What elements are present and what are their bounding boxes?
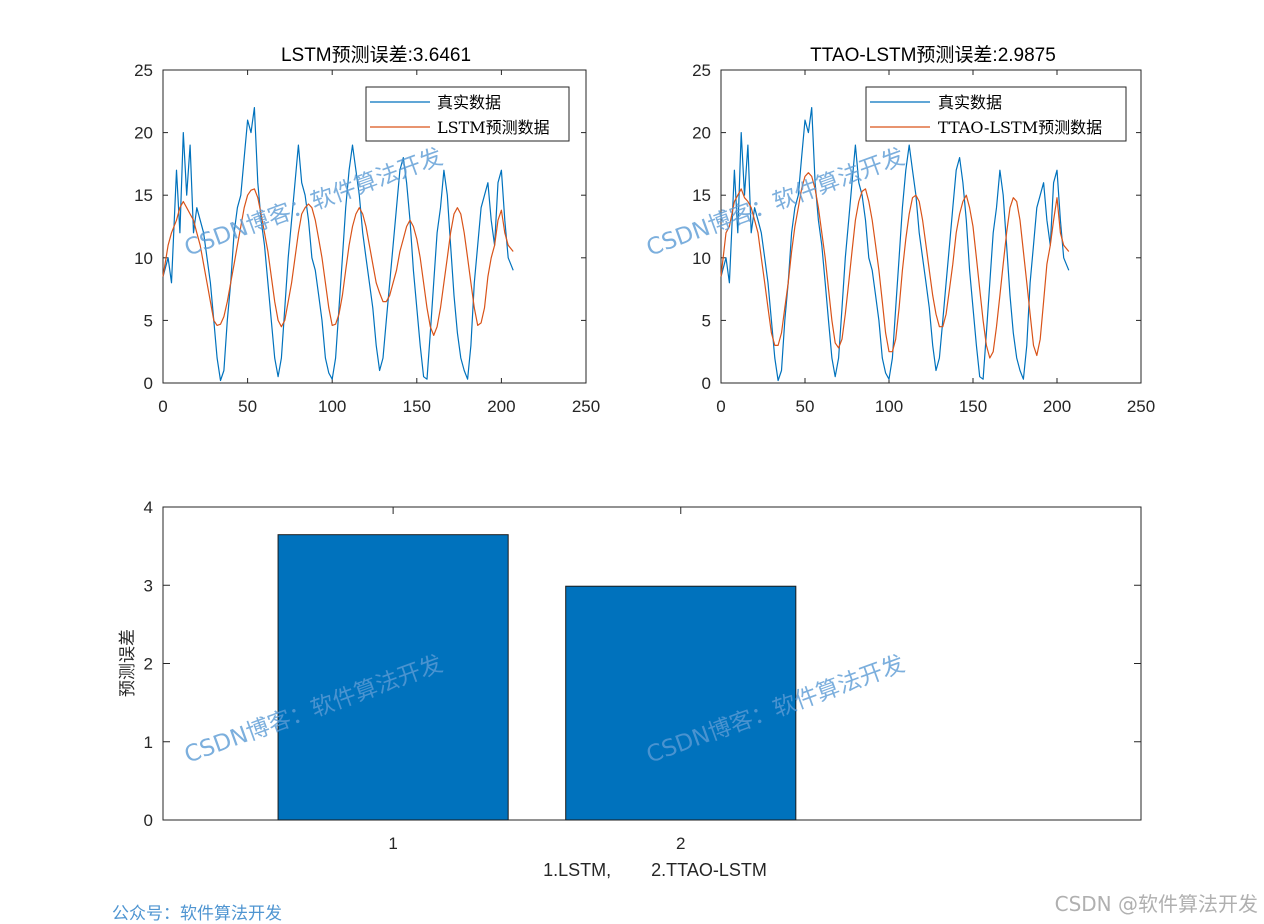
y-tick-label: 25 [692, 61, 711, 80]
x-tick-label: 0 [158, 397, 167, 416]
y-tick-label: 10 [692, 249, 711, 268]
x-tick-label: 200 [1043, 397, 1071, 416]
x-tick-label: 250 [572, 397, 600, 416]
y-tick-label: 20 [692, 124, 711, 143]
y-tick-label: 15 [134, 186, 153, 205]
subplot-lstm: LSTM预测误差:3.6461 0 50 100 150 200 250 0 5 10 15 20 2… [134, 44, 600, 416]
series-line-prediction [162, 188, 514, 336]
y-tick-label: 0 [702, 374, 711, 393]
x-tick-label: 100 [875, 397, 903, 416]
subplot-ttao-lstm: TTAO-LSTM预测误差:2.9875 0 50 100 150 200 250 0 5 10… [692, 44, 1155, 416]
subplot-ttao-lstm-legend-box [865, 86, 1127, 142]
x-tick-label: 150 [403, 397, 431, 416]
y-tick-label: 5 [702, 311, 711, 330]
series-line-true-data [162, 106, 514, 382]
series-line-prediction [720, 172, 1070, 359]
legend-label-true-data-2: 真实数据 [938, 93, 1002, 112]
bar-marks [277, 534, 797, 821]
y-tick-label: 2 [144, 655, 153, 674]
x-tick-label: 250 [1127, 397, 1155, 416]
series-line-true-data [720, 106, 1070, 382]
footer-wechat-label: 公众号：软件算法开发 [112, 904, 282, 924]
y-tick-label: 15 [692, 186, 711, 205]
subplot-ttao-lstm-legend: 真实数据 TTAO-LSTM预测数据 [865, 86, 1127, 142]
legend-label-lstm-pred: LSTM预测数据 [437, 118, 550, 137]
x-tick-label: 50 [796, 397, 815, 416]
bar-1 [277, 534, 509, 821]
x-tick-label: 100 [318, 397, 346, 416]
bar-ticks: 0 1 2 3 4 1 2 [144, 498, 1141, 853]
bar-ylabel: 预测误差 [118, 629, 138, 697]
subplot-error-bars: 0 1 2 3 4 1 2 1.LSTM, 2.TTAO-LSTM 预测误差 [118, 498, 1142, 880]
x-tick-label: 200 [487, 397, 515, 416]
y-tick-label: 3 [144, 576, 153, 595]
y-tick-label: 0 [144, 811, 153, 830]
bar-xlabel: 1.LSTM, 2.TTAO-LSTM [543, 860, 767, 880]
subplot-ttao-lstm-title: TTAO-LSTM预测误差:2.9875 [810, 44, 1056, 66]
y-tick-label: 10 [134, 249, 153, 268]
x-tick-label: 2 [676, 834, 685, 853]
y-tick-label: 0 [144, 374, 153, 393]
y-tick-label: 20 [134, 124, 153, 143]
y-tick-label: 4 [144, 498, 153, 517]
subplot-lstm-lines [162, 106, 514, 382]
legend-label-ttao-pred: TTAO-LSTM预测数据 [938, 118, 1102, 137]
y-tick-label: 1 [144, 733, 153, 752]
subplot-lstm-title: LSTM预测误差:3.6461 [281, 44, 471, 66]
y-tick-label: 25 [134, 61, 153, 80]
x-tick-label: 50 [238, 397, 257, 416]
subplot-ttao-lstm-lines [720, 106, 1070, 382]
subplot-ttao-lstm-ticks: 0 50 100 150 200 250 0 5 10 15 20 25 [692, 61, 1155, 416]
y-tick-label: 5 [144, 311, 153, 330]
subplot-lstm-legend: 真实数据 LSTM预测数据 [365, 86, 570, 142]
subplot-lstm-ticks: 0 50 100 150 200 250 0 5 10 15 20 25 [134, 61, 600, 416]
bar-2 [565, 585, 797, 821]
footer-csdn-label: CSDN @软件算法开发 [1054, 892, 1258, 916]
x-tick-label: 1 [388, 834, 397, 853]
legend-label-true-data: 真实数据 [437, 93, 501, 112]
subplot-lstm-legend-box [365, 86, 570, 142]
x-tick-label: 150 [959, 397, 987, 416]
x-tick-label: 0 [716, 397, 725, 416]
